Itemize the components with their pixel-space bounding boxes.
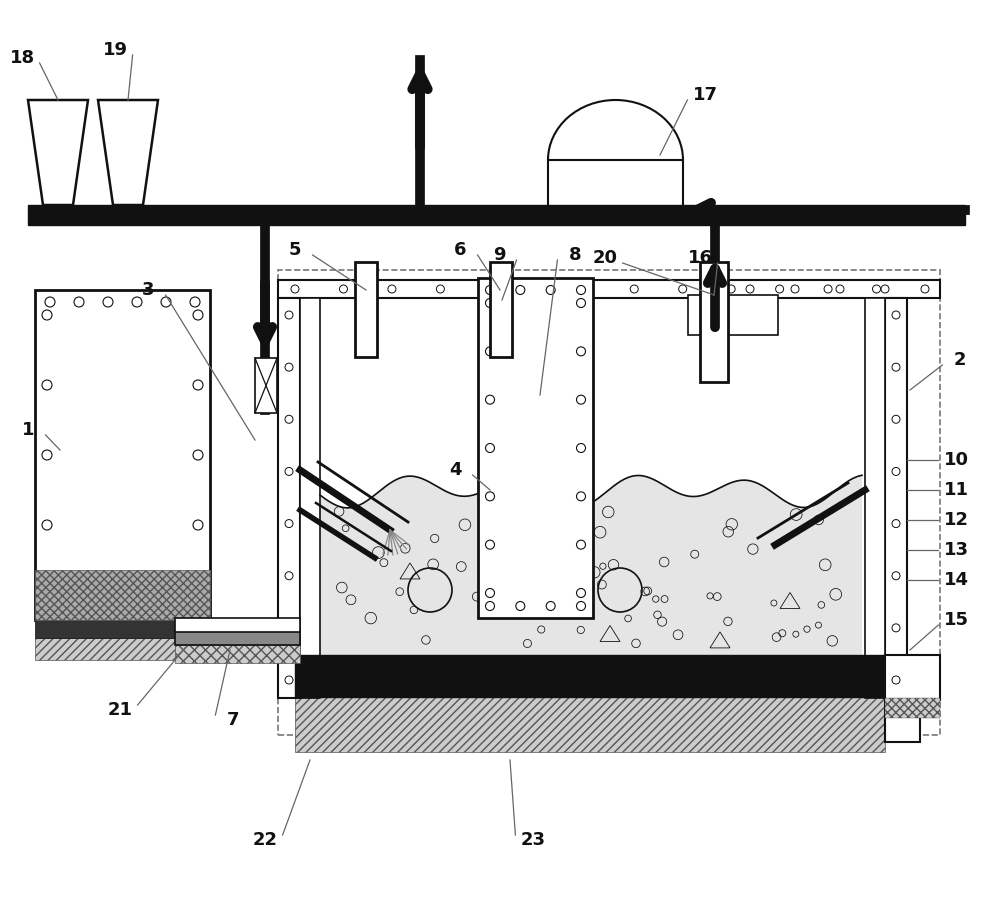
Bar (548, 160, 683, 220)
Bar (700, 262, 728, 382)
Bar (35, 290, 210, 620)
Text: 5: 5 (289, 241, 301, 259)
Bar (35, 620, 210, 638)
Text: 10: 10 (944, 451, 968, 469)
Bar (478, 278, 593, 618)
Text: 6: 6 (454, 241, 466, 259)
Text: 12: 12 (944, 511, 968, 529)
Bar (255, 358, 277, 413)
Bar (300, 298, 320, 698)
Bar (490, 262, 512, 357)
Text: 1: 1 (22, 421, 34, 439)
Text: 18: 18 (9, 49, 35, 67)
Bar (175, 618, 300, 632)
Text: 11: 11 (944, 481, 968, 499)
Text: 15: 15 (944, 611, 968, 629)
Bar (278, 270, 940, 735)
Bar (35, 638, 210, 660)
Text: 19: 19 (103, 41, 128, 59)
Bar (278, 298, 300, 698)
Text: 23: 23 (520, 831, 546, 849)
Bar (175, 630, 300, 645)
Text: 20: 20 (592, 249, 618, 267)
Text: 13: 13 (944, 541, 968, 559)
Text: 14: 14 (944, 571, 968, 589)
Bar (278, 280, 940, 298)
Bar (295, 655, 885, 697)
Polygon shape (28, 100, 88, 205)
Bar (175, 645, 300, 663)
Text: 21: 21 (108, 701, 132, 719)
Bar (885, 698, 940, 718)
Bar (885, 298, 907, 698)
Polygon shape (885, 655, 940, 742)
Polygon shape (320, 475, 862, 660)
Bar (688, 295, 778, 335)
Bar (865, 298, 885, 698)
Polygon shape (98, 100, 158, 205)
Text: 22: 22 (252, 831, 278, 849)
Text: 2: 2 (954, 351, 966, 369)
Text: 17: 17 (692, 86, 718, 104)
Bar (35, 570, 210, 620)
Bar (295, 697, 885, 752)
Text: 16: 16 (688, 249, 712, 267)
Text: 7: 7 (227, 711, 239, 729)
Bar (28, 205, 965, 225)
Text: 9: 9 (493, 246, 505, 264)
Text: 4: 4 (449, 461, 461, 479)
Text: 8: 8 (569, 246, 581, 264)
Text: 3: 3 (142, 281, 154, 299)
Bar (355, 262, 377, 357)
